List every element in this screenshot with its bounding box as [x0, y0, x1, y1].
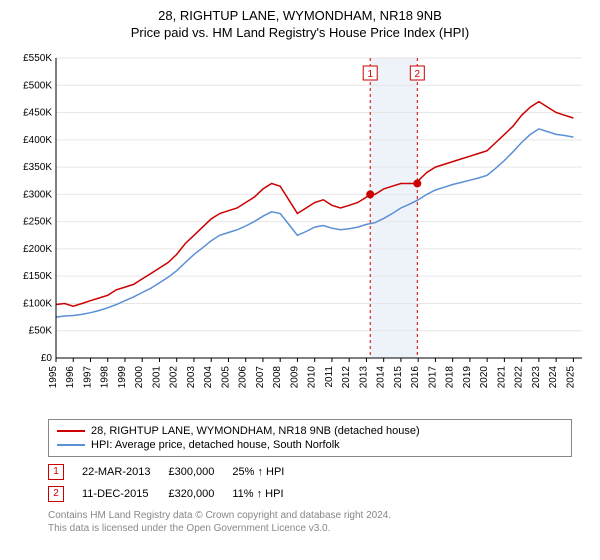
- sale-date-2: 11-DEC-2015: [82, 483, 168, 505]
- sale-badge-2: 2: [48, 486, 64, 502]
- svg-text:£50K: £50K: [29, 326, 53, 337]
- svg-text:£300K: £300K: [23, 189, 52, 200]
- svg-text:£400K: £400K: [23, 135, 52, 146]
- svg-text:2023: 2023: [531, 366, 542, 389]
- table-row: 1 22-MAR-2013 £300,000 25% ↑ HPI: [48, 461, 302, 483]
- svg-text:1996: 1996: [65, 366, 76, 389]
- svg-text:2007: 2007: [255, 366, 266, 389]
- legend-box: 28, RIGHTUP LANE, WYMONDHAM, NR18 9NB (d…: [48, 419, 572, 457]
- sales-table: 1 22-MAR-2013 £300,000 25% ↑ HPI 2 11-DE…: [48, 461, 302, 505]
- svg-text:2001: 2001: [151, 366, 162, 389]
- svg-text:2: 2: [415, 69, 421, 80]
- svg-text:2004: 2004: [203, 366, 214, 389]
- sale-badge-1: 1: [48, 464, 64, 480]
- svg-text:£100K: £100K: [23, 298, 52, 309]
- table-row: 2 11-DEC-2015 £320,000 11% ↑ HPI: [48, 483, 302, 505]
- svg-text:2022: 2022: [514, 366, 525, 389]
- sale-price-1: £300,000: [168, 461, 232, 483]
- title-line-2: Price paid vs. HM Land Registry's House …: [8, 25, 592, 40]
- svg-text:2020: 2020: [479, 366, 490, 389]
- footer-line-1: Contains HM Land Registry data © Crown c…: [48, 509, 572, 522]
- svg-text:2014: 2014: [376, 366, 387, 389]
- svg-text:1999: 1999: [117, 366, 128, 389]
- legend-swatch-property: [57, 430, 85, 432]
- svg-text:£0: £0: [41, 353, 53, 364]
- svg-text:2016: 2016: [410, 366, 421, 389]
- svg-text:1998: 1998: [100, 366, 111, 389]
- svg-text:£150K: £150K: [23, 271, 52, 282]
- svg-text:2019: 2019: [462, 366, 473, 389]
- sale-delta-1: 25% ↑ HPI: [232, 461, 302, 483]
- svg-text:£350K: £350K: [23, 162, 52, 173]
- svg-text:2002: 2002: [169, 366, 180, 389]
- svg-text:1: 1: [367, 69, 373, 80]
- svg-text:2005: 2005: [220, 366, 231, 389]
- svg-text:2003: 2003: [186, 366, 197, 389]
- chart-container: £0 £50K £100K £150K £200K £250K £300K £350K £400…: [8, 48, 592, 413]
- svg-text:2006: 2006: [238, 366, 249, 389]
- legend-label-property: 28, RIGHTUP LANE, WYMONDHAM, NR18 9NB (d…: [91, 425, 420, 437]
- sale-date-1: 22-MAR-2013: [82, 461, 168, 483]
- svg-text:£250K: £250K: [23, 217, 52, 228]
- svg-text:2009: 2009: [289, 366, 300, 389]
- svg-text:2012: 2012: [341, 366, 352, 389]
- svg-text:2000: 2000: [134, 366, 145, 389]
- svg-text:2015: 2015: [393, 366, 404, 389]
- svg-text:2011: 2011: [324, 366, 335, 388]
- svg-text:2018: 2018: [445, 366, 456, 389]
- svg-text:1995: 1995: [48, 366, 59, 389]
- svg-text:2008: 2008: [272, 366, 283, 389]
- svg-text:£500K: £500K: [23, 80, 52, 91]
- legend-swatch-hpi: [57, 444, 85, 446]
- svg-text:2025: 2025: [565, 366, 576, 389]
- chart-title-block: 28, RIGHTUP LANE, WYMONDHAM, NR18 9NB Pr…: [8, 8, 592, 40]
- legend-item-hpi: HPI: Average price, detached house, Sout…: [57, 438, 563, 452]
- svg-text:2013: 2013: [358, 366, 369, 389]
- price-chart: £0 £50K £100K £150K £200K £250K £300K £350K £400…: [8, 48, 592, 408]
- title-line-1: 28, RIGHTUP LANE, WYMONDHAM, NR18 9NB: [8, 8, 592, 23]
- sale-price-2: £320,000: [168, 483, 232, 505]
- svg-text:2021: 2021: [496, 366, 507, 389]
- svg-text:£550K: £550K: [23, 53, 52, 64]
- svg-text:£450K: £450K: [23, 108, 52, 119]
- svg-text:2024: 2024: [548, 366, 559, 389]
- sale-delta-2: 11% ↑ HPI: [232, 483, 302, 505]
- svg-text:2010: 2010: [307, 366, 318, 389]
- svg-text:£200K: £200K: [23, 244, 52, 255]
- svg-text:1997: 1997: [82, 366, 93, 389]
- legend-label-hpi: HPI: Average price, detached house, Sout…: [91, 439, 340, 451]
- footer-note: Contains HM Land Registry data © Crown c…: [48, 509, 572, 535]
- legend-item-property: 28, RIGHTUP LANE, WYMONDHAM, NR18 9NB (d…: [57, 424, 563, 438]
- footer-line-2: This data is licensed under the Open Gov…: [48, 522, 572, 535]
- svg-text:2017: 2017: [427, 366, 438, 389]
